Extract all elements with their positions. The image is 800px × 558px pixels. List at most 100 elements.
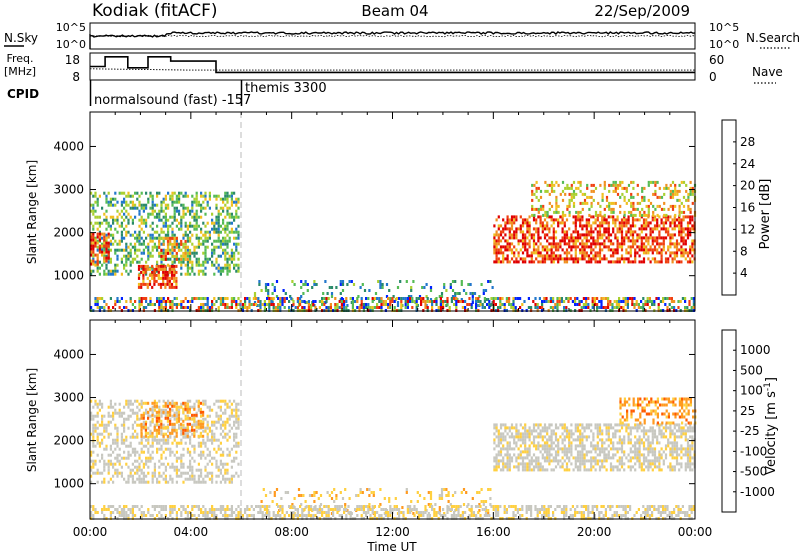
scatter-cell bbox=[152, 195, 154, 198]
scatter-cell bbox=[301, 306, 303, 309]
scatter-cell bbox=[430, 494, 432, 497]
scatter-cell bbox=[224, 481, 226, 484]
scatter-cell bbox=[511, 251, 513, 254]
scatter-cell bbox=[305, 500, 307, 503]
scatter-cell bbox=[103, 448, 105, 451]
scatter-cell bbox=[639, 202, 641, 205]
scatter-cell bbox=[513, 245, 515, 248]
scatter-cell bbox=[191, 433, 193, 436]
scatter-cell bbox=[575, 236, 577, 239]
scatter-cell bbox=[669, 303, 671, 306]
scatter-cell bbox=[105, 228, 107, 231]
scatter-cell bbox=[551, 242, 553, 245]
scatter-cell bbox=[101, 454, 103, 457]
scatter-cell bbox=[248, 303, 250, 306]
scatter-cell bbox=[577, 444, 579, 447]
scatter-cell bbox=[622, 297, 624, 300]
scatter-cell bbox=[202, 261, 204, 264]
scatter-cell bbox=[595, 257, 597, 260]
scatter-cell bbox=[94, 242, 96, 245]
scatter-cell bbox=[434, 503, 436, 506]
scatter-cell bbox=[145, 463, 147, 466]
scatter-cell bbox=[213, 303, 215, 306]
scatter-cell bbox=[224, 258, 226, 261]
scatter-cell bbox=[669, 239, 671, 242]
scatter-cell bbox=[145, 261, 147, 264]
scatter-cell bbox=[575, 211, 577, 214]
scatter-cell bbox=[123, 207, 125, 210]
scatter-cell bbox=[165, 475, 167, 478]
scatter-cell bbox=[327, 491, 329, 494]
scatter-cell bbox=[193, 432, 195, 435]
scatter-cell bbox=[110, 415, 112, 418]
scatter-cell bbox=[633, 297, 635, 300]
scatter-cell bbox=[222, 424, 224, 427]
scatter-cell bbox=[603, 423, 605, 426]
scatter-cell bbox=[165, 417, 167, 420]
scatter-cell bbox=[562, 432, 564, 435]
scatter-cell bbox=[645, 218, 647, 221]
scatter-cell bbox=[97, 469, 99, 472]
scatter-cell bbox=[255, 297, 257, 300]
scatter-cell bbox=[237, 463, 239, 466]
scatter-cell bbox=[588, 459, 590, 462]
scatter-cell bbox=[222, 451, 224, 454]
scatter-cell bbox=[114, 409, 116, 412]
scatter-cell bbox=[202, 303, 204, 306]
scatter-cell bbox=[617, 184, 619, 187]
scatter-cell bbox=[581, 453, 583, 456]
scatter-cell bbox=[277, 303, 279, 306]
scatter-cell bbox=[612, 248, 614, 251]
scatter-cell bbox=[94, 261, 96, 264]
scatter-cell bbox=[564, 453, 566, 456]
scatter-cell bbox=[198, 237, 200, 240]
scatter-cell bbox=[229, 267, 231, 270]
scatter-cell bbox=[182, 204, 184, 207]
scatter-cell bbox=[553, 245, 555, 248]
scatter-cell bbox=[222, 267, 224, 270]
scatter-cell bbox=[549, 202, 551, 205]
scatter-cell bbox=[121, 201, 123, 204]
scatter-cell bbox=[544, 224, 546, 227]
scatter-cell bbox=[143, 252, 145, 255]
scatter-cell bbox=[180, 418, 182, 421]
scatter-cell bbox=[502, 257, 504, 260]
scatter-cell bbox=[553, 218, 555, 221]
scatter-cell bbox=[502, 459, 504, 462]
scatter-cell bbox=[500, 438, 502, 441]
scatter-cell bbox=[224, 243, 226, 246]
noise-sky-line bbox=[90, 32, 695, 49]
scatter-cell bbox=[156, 448, 158, 451]
scatter-cell bbox=[524, 242, 526, 245]
scatter-cell bbox=[627, 300, 629, 303]
scatter-cell bbox=[97, 406, 99, 409]
scatter-cell bbox=[361, 297, 363, 300]
scatter-cell bbox=[103, 466, 105, 469]
scatter-cell bbox=[617, 236, 619, 239]
scatter-cell bbox=[143, 414, 145, 417]
scatter-cell bbox=[180, 472, 182, 475]
scatter-cell bbox=[180, 261, 182, 264]
scatter-cell bbox=[156, 195, 158, 198]
scatter-cell bbox=[92, 248, 94, 251]
scatter-cell bbox=[690, 181, 692, 184]
scatter-cell bbox=[158, 417, 160, 420]
scatter-cell bbox=[189, 442, 191, 445]
scatter-cell bbox=[575, 426, 577, 429]
scatter-cell bbox=[571, 184, 573, 187]
scatter-cell bbox=[160, 303, 162, 306]
scatter-cell bbox=[379, 286, 381, 289]
scatter-cell bbox=[189, 466, 191, 469]
scatter-cell bbox=[191, 225, 193, 228]
scatter-cell bbox=[529, 245, 531, 248]
scatter-cell bbox=[215, 421, 217, 424]
scatter-cell bbox=[182, 463, 184, 466]
scatter-cell bbox=[590, 468, 592, 471]
scatter-cell bbox=[511, 447, 513, 450]
scatter-cell bbox=[165, 198, 167, 201]
scatter-cell bbox=[609, 303, 611, 306]
scatter-cell bbox=[579, 456, 581, 459]
scatter-cell bbox=[548, 459, 550, 462]
scatter-cell bbox=[520, 239, 522, 242]
